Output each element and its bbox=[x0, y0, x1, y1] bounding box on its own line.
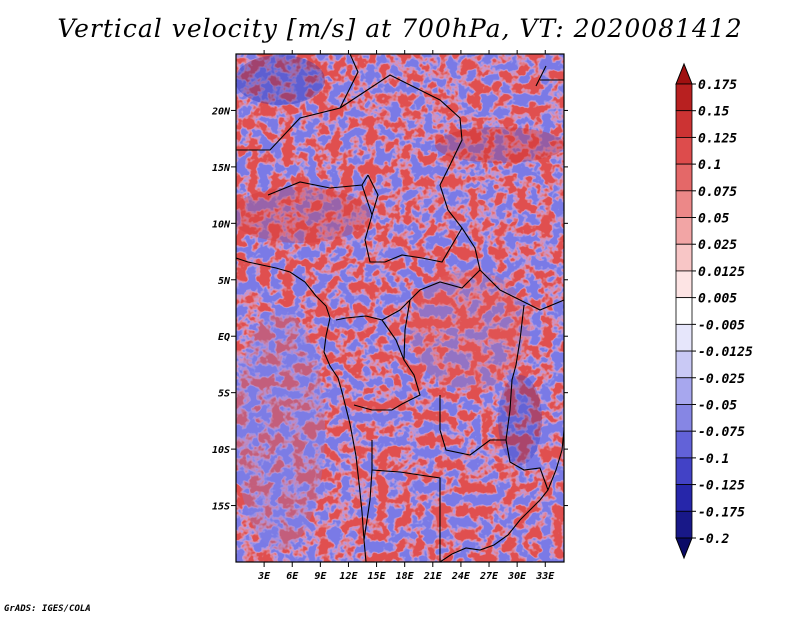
colorbar-segment bbox=[675, 137, 693, 165]
colorbar-segment bbox=[675, 190, 693, 218]
x-axis-labels: 3E 6E 9E 12E 15E 18E 21E 24E 27E 30E 33E bbox=[257, 571, 555, 582]
colorbar-bottom-arrow bbox=[675, 537, 693, 560]
colorbar-segment bbox=[675, 243, 693, 272]
colorbar-label: -0.2 bbox=[698, 532, 729, 547]
y-tick-label: 5N bbox=[218, 276, 231, 287]
colorbar-label: -0.005 bbox=[698, 318, 745, 333]
colorbar-segment bbox=[675, 457, 693, 485]
colorbar-label: 0.125 bbox=[698, 131, 737, 146]
y-tick-label: 5S bbox=[218, 389, 230, 400]
colorbar-segment bbox=[675, 110, 693, 138]
colorbar-segment bbox=[675, 377, 693, 405]
page-title: Vertical velocity [m/s] at 700hPa, VT: 2… bbox=[57, 14, 743, 43]
colorbar-segment bbox=[675, 510, 693, 539]
colorbar-label: -0.05 bbox=[698, 398, 737, 413]
colorbar-segment bbox=[675, 323, 693, 352]
colorbar-segment bbox=[675, 83, 693, 112]
axis-ticks bbox=[231, 50, 568, 567]
x-tick-label: 3E bbox=[257, 571, 271, 582]
x-tick-label: 24E bbox=[451, 571, 471, 582]
x-tick-label: 9E bbox=[314, 571, 327, 582]
colorbar-segment bbox=[675, 430, 693, 459]
colorbar-label: 0.075 bbox=[698, 185, 737, 200]
colorbar-label: 0.1 bbox=[698, 158, 721, 173]
plot-frame bbox=[235, 53, 565, 563]
footer-credit: GrADS: IGES/COLA bbox=[4, 604, 91, 614]
vertical-velocity-field bbox=[236, 54, 564, 562]
colorbar-segment bbox=[675, 404, 693, 432]
y-tick-label: 20N bbox=[211, 106, 231, 117]
colorbar-label: 0.005 bbox=[698, 292, 737, 307]
x-tick-label: 30E bbox=[507, 571, 527, 582]
x-tick-label: 27E bbox=[479, 571, 499, 582]
colorbar-label: -0.125 bbox=[698, 479, 745, 494]
y-axis-labels: 20N 15N 10N 5N EQ 5S 10S 15S bbox=[211, 106, 231, 512]
colorbar-label: -0.1 bbox=[698, 452, 729, 467]
x-tick-label: 33E bbox=[535, 571, 555, 582]
x-tick-label: 18E bbox=[396, 571, 415, 582]
colorbar-segment bbox=[675, 350, 693, 379]
colorbar-top-arrow bbox=[675, 62, 693, 85]
colorbar-label: -0.075 bbox=[698, 425, 745, 440]
colorbar-segment bbox=[675, 484, 693, 512]
x-tick-label: 15E bbox=[368, 571, 387, 582]
colorbar-label: 0.025 bbox=[698, 238, 737, 253]
colorbar-segment bbox=[675, 217, 693, 245]
colorbar-label: 0.05 bbox=[698, 212, 729, 227]
y-tick-label: 15N bbox=[212, 163, 231, 174]
y-tick-label: 10S bbox=[212, 445, 230, 456]
y-tick-label: 10N bbox=[212, 219, 231, 230]
colorbar-segment bbox=[675, 297, 693, 325]
colorbar-label: 0.0125 bbox=[698, 265, 745, 280]
colorbar-label: -0.025 bbox=[698, 372, 745, 387]
colorbar: 0.175 0.15 0.125 0.1 0.075 0.05 0.025 0.0125 0.0… bbox=[675, 62, 753, 560]
colorbar-label: -0.175 bbox=[698, 505, 745, 520]
colorbar-segment bbox=[675, 163, 693, 192]
y-tick-label: 15S bbox=[212, 502, 230, 513]
colorbar-segment bbox=[675, 270, 693, 299]
colorbar-label: 0.175 bbox=[698, 78, 737, 93]
x-tick-label: 21E bbox=[423, 571, 443, 582]
x-tick-label: 6E bbox=[286, 571, 299, 582]
y-tick-label: EQ bbox=[218, 332, 230, 343]
x-tick-label: 12E bbox=[339, 571, 358, 582]
coastline-and-borders bbox=[236, 54, 564, 562]
colorbar-label: -0.0125 bbox=[698, 345, 753, 360]
colorbar-label: 0.15 bbox=[698, 105, 729, 120]
